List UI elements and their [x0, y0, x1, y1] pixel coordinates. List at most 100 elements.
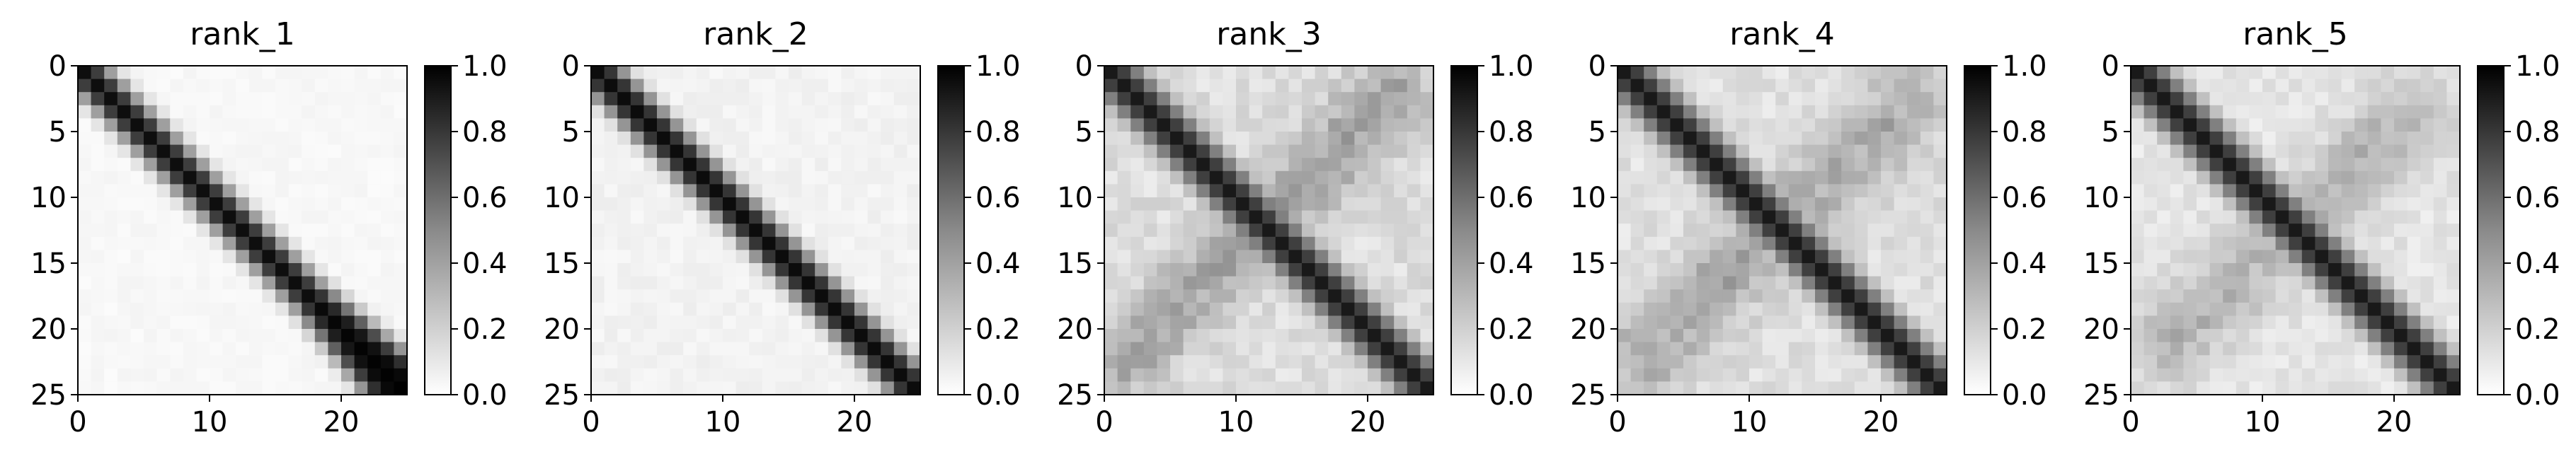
heatmap-cell — [630, 250, 644, 264]
heatmap-cell — [2197, 105, 2211, 119]
heatmap-cell — [2170, 368, 2184, 382]
heatmap-cell — [630, 92, 644, 106]
heatmap-cell — [2433, 197, 2447, 211]
heatmap-cell — [1894, 66, 1908, 80]
heatmap-cell — [1894, 236, 1908, 250]
heatmap-cell — [1670, 79, 1684, 93]
heatmap-cell — [1236, 355, 1250, 369]
heatmap-cell — [1854, 184, 1868, 198]
heatmap-cell — [893, 210, 908, 224]
heatmap-cell — [1394, 197, 1408, 211]
heatmap-cell — [2433, 79, 2447, 93]
heatmap-cell — [2315, 184, 2329, 198]
heatmap-cell — [236, 236, 250, 250]
heatmap-cell — [749, 197, 763, 211]
heatmap-cell — [643, 302, 658, 316]
heatmap-cell — [144, 329, 158, 343]
heatmap-cell — [1302, 224, 1316, 238]
heatmap-cell — [288, 105, 302, 119]
heatmap-cell — [170, 170, 184, 185]
heatmap-cell — [1262, 132, 1276, 146]
heatmap-cell — [2341, 329, 2355, 343]
heatmap-cell — [801, 158, 815, 172]
heatmap-cell — [1288, 250, 1303, 264]
heatmap-cell — [2394, 224, 2408, 238]
heatmap-cell — [1710, 368, 1724, 382]
heatmap-cell — [1670, 132, 1684, 146]
heatmap-cell — [196, 236, 210, 250]
heatmap-cell — [1196, 289, 1210, 303]
heatmap-cell — [2209, 236, 2223, 250]
heatmap-cell — [1196, 315, 1210, 330]
heatmap-cell — [2394, 329, 2408, 343]
heatmap-cell — [1722, 329, 1736, 343]
heatmap-cell — [1196, 381, 1210, 395]
heatmap-cell — [288, 118, 302, 132]
heatmap-cell — [1262, 302, 1276, 316]
heatmap-cell — [2367, 355, 2381, 369]
heatmap-cell — [2289, 276, 2303, 290]
heatmap-cell — [907, 263, 921, 277]
heatmap-cell — [2236, 289, 2250, 303]
heatmap-cell — [1710, 158, 1724, 172]
heatmap-cell — [288, 92, 302, 106]
heatmap-cell — [1420, 315, 1434, 330]
heatmap-cell — [2354, 210, 2369, 224]
heatmap-cell — [1368, 329, 1382, 343]
heatmap-cell — [789, 92, 803, 106]
heatmap-cell — [907, 170, 921, 185]
heatmap-cell — [2249, 197, 2263, 211]
heatmap-cell — [1841, 210, 1855, 224]
heatmap-cell — [78, 302, 92, 316]
heatmap-cell — [328, 79, 342, 93]
heatmap-cell — [1854, 79, 1868, 93]
heatmap-cell — [144, 315, 158, 330]
colorbar-tick-label: 1.0 — [975, 50, 1021, 83]
heatmap-cell — [1143, 302, 1157, 316]
heatmap-cell — [2131, 250, 2145, 264]
heatmap-cell — [1130, 250, 1145, 264]
heatmap-cell — [1183, 158, 1197, 172]
heatmap-cell — [1394, 210, 1408, 224]
heatmap-cell — [630, 197, 644, 211]
heatmap-cell — [2157, 210, 2171, 224]
heatmap-cell — [170, 315, 184, 330]
heatmap-cell — [1117, 158, 1131, 172]
heatmap-cell — [328, 158, 342, 172]
heatmap-cell — [2197, 276, 2211, 290]
heatmap-cell — [1170, 315, 1184, 330]
heatmap-cell — [2143, 329, 2158, 343]
heatmap-cell — [2381, 250, 2395, 264]
heatmap-cell — [1315, 224, 1329, 238]
heatmap-cell — [1315, 105, 1329, 119]
heatmap-cell — [828, 315, 842, 330]
heatmap-cell — [1710, 184, 1724, 198]
heatmap-cell — [2143, 79, 2158, 93]
heatmap-cell — [630, 79, 644, 93]
heatmap-cell — [2131, 197, 2145, 211]
heatmap-cell — [2394, 105, 2408, 119]
heatmap-cell — [2197, 302, 2211, 316]
heatmap-cell — [815, 315, 829, 330]
heatmap-cell — [696, 250, 710, 264]
heatmap-cell — [2433, 66, 2447, 80]
heatmap-cell — [1894, 184, 1908, 198]
heatmap-cell — [815, 263, 829, 277]
heatmap-cell — [1894, 302, 1908, 316]
heatmap-cell — [1420, 66, 1434, 80]
heatmap-cell — [2157, 263, 2171, 277]
heatmap-cell — [236, 329, 250, 343]
heatmap-cell — [1196, 197, 1210, 211]
heatmap-cell — [1828, 315, 1842, 330]
heatmap-cell — [1696, 329, 1710, 343]
heatmap-cell — [1302, 132, 1316, 146]
heatmap-cell — [1394, 144, 1408, 158]
heatmap-cell — [670, 92, 684, 106]
heatmap-cell — [1907, 197, 1921, 211]
heatmap-cell — [841, 197, 855, 211]
heatmap-cell — [1302, 276, 1316, 290]
heatmap-cell — [907, 197, 921, 211]
heatmap-cell — [1696, 315, 1710, 330]
heatmap-cell — [1749, 105, 1763, 119]
